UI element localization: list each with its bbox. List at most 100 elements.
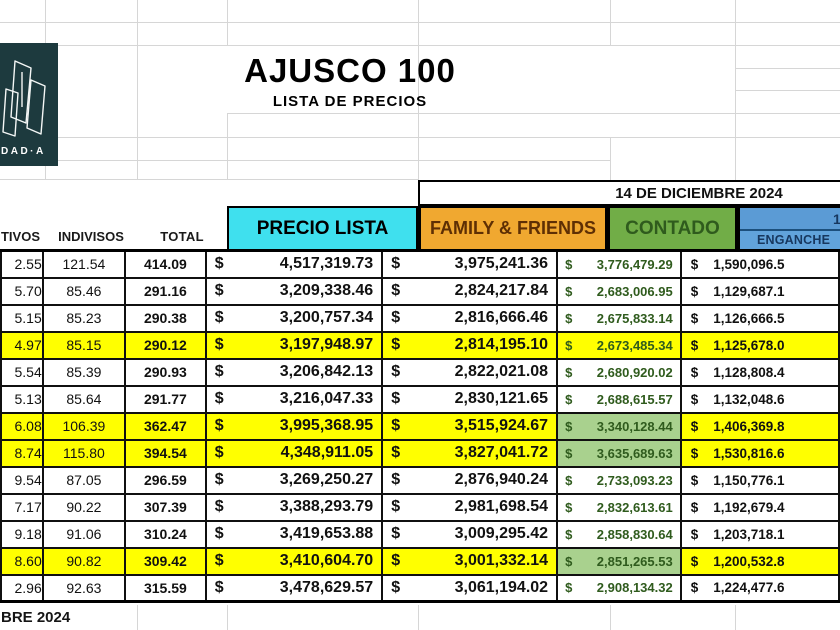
cell-enganche[interactable]: $1,590,096.5 <box>679 249 840 279</box>
cell-total[interactable]: 290.38 <box>124 303 207 333</box>
cell-family-friends[interactable]: $3,061,194.02 <box>381 573 559 603</box>
cell-indivisos[interactable]: 85.39 <box>41 357 127 387</box>
cell-family-friends[interactable]: $3,009,295.42 <box>381 519 559 549</box>
col-header-precio-lista[interactable]: PRECIO LISTA <box>227 206 418 251</box>
col-header-financing-plan[interactable]: 1 ENGANCHE <box>737 206 840 251</box>
cell-privativos[interactable]: 2.96 <box>0 573 44 603</box>
cell-enganche[interactable]: $1,224,477.6 <box>679 573 840 603</box>
cell-precio-lista[interactable]: $3,388,293.79 <box>204 492 384 522</box>
col-header-contado[interactable]: CONTADO <box>607 206 737 251</box>
cell-precio-lista[interactable]: $3,200,757.34 <box>204 303 384 333</box>
cell-total[interactable]: 362.47 <box>124 411 207 441</box>
cell-total[interactable]: 296.59 <box>124 465 207 495</box>
cell-indivisos[interactable]: 92.63 <box>41 573 127 603</box>
cell-family-friends[interactable]: $3,827,041.72 <box>381 438 559 468</box>
cell-total[interactable]: 414.09 <box>124 249 207 279</box>
cell-family-friends[interactable]: $3,975,241.36 <box>381 249 559 279</box>
cell-precio-lista[interactable]: $3,419,653.88 <box>204 519 384 549</box>
cell-family-friends[interactable]: $2,816,666.46 <box>381 303 559 333</box>
cell-total[interactable]: 315.59 <box>124 573 207 603</box>
cell-privativos[interactable]: 4.97 <box>0 330 44 360</box>
cell-indivisos[interactable]: 90.82 <box>41 546 127 576</box>
cell-family-friends[interactable]: $2,814,195.10 <box>381 330 559 360</box>
cell-precio-lista[interactable]: $3,216,047.33 <box>204 384 384 414</box>
cell-privativos[interactable]: 5.15 <box>0 303 44 333</box>
cell-enganche[interactable]: $1,200,532.8 <box>679 546 840 576</box>
cell-total[interactable]: 291.77 <box>124 384 207 414</box>
cell-privativos[interactable]: 2.55 <box>0 249 44 279</box>
cell-family-friends[interactable]: $2,822,021.08 <box>381 357 559 387</box>
cell-indivisos[interactable]: 87.05 <box>41 465 127 495</box>
cell-contado[interactable]: $3,635,689.63 <box>556 438 682 468</box>
cell-precio-lista[interactable]: $3,197,948.97 <box>204 330 384 360</box>
cell-contado[interactable]: $2,908,134.32 <box>556 573 682 603</box>
cell-privativos[interactable]: 5.13 <box>0 384 44 414</box>
cell-enganche[interactable]: $1,203,718.1 <box>679 519 840 549</box>
cell-contado[interactable]: $2,680,920.02 <box>556 357 682 387</box>
cell-enganche[interactable]: $1,132,048.6 <box>679 384 840 414</box>
cell-enganche[interactable]: $1,126,666.5 <box>679 303 840 333</box>
cell-indivisos[interactable]: 115.80 <box>41 438 127 468</box>
currency-symbol: $ <box>391 309 401 326</box>
cell-family-friends[interactable]: $2,830,121.65 <box>381 384 559 414</box>
cell-family-friends[interactable]: $2,981,698.54 <box>381 492 559 522</box>
cell-contado[interactable]: $2,675,833.14 <box>556 303 682 333</box>
cell-total[interactable]: 290.12 <box>124 330 207 360</box>
cell-precio-lista[interactable]: $3,269,250.27 <box>204 465 384 495</box>
cell-contado[interactable]: $2,851,265.53 <box>556 546 682 576</box>
col-header-family-friends[interactable]: FAMILY & FRIENDS <box>418 206 607 251</box>
cell-contado[interactable]: $2,733,093.23 <box>556 465 682 495</box>
cell-enganche[interactable]: $1,128,808.4 <box>679 357 840 387</box>
col-header-indivisos[interactable]: INDIVISOS <box>58 229 124 244</box>
cell-privativos[interactable]: 8.60 <box>0 546 44 576</box>
cell-indivisos[interactable]: 91.06 <box>41 519 127 549</box>
cell-enganche[interactable]: $1,125,678.0 <box>679 330 840 360</box>
cell-enganche[interactable]: $1,129,687.1 <box>679 276 840 306</box>
cell-indivisos[interactable]: 90.22 <box>41 492 127 522</box>
cell-family-friends[interactable]: $2,876,940.24 <box>381 465 559 495</box>
cell-total[interactable]: 309.42 <box>124 546 207 576</box>
cell-privativos[interactable]: 5.70 <box>0 276 44 306</box>
cell-contado[interactable]: $2,683,006.95 <box>556 276 682 306</box>
cell-contado[interactable]: $2,688,615.57 <box>556 384 682 414</box>
cell-precio-lista[interactable]: $4,517,319.73 <box>204 249 384 279</box>
cell-indivisos[interactable]: 121.54 <box>41 249 127 279</box>
cell-family-friends[interactable]: $3,001,332.14 <box>381 546 559 576</box>
cell-precio-lista[interactable]: $4,348,911.05 <box>204 438 384 468</box>
col-header-privativos[interactable]: TIVOS <box>0 229 40 244</box>
cell-enganche[interactable]: $1,150,776.1 <box>679 465 840 495</box>
cell-indivisos[interactable]: 85.46 <box>41 276 127 306</box>
cell-privativos[interactable]: 8.74 <box>0 438 44 468</box>
cell-contado[interactable]: $2,832,613.61 <box>556 492 682 522</box>
cell-privativos[interactable]: 5.54 <box>0 357 44 387</box>
cell-precio-lista[interactable]: $3,206,842.13 <box>204 357 384 387</box>
cell-indivisos[interactable]: 85.15 <box>41 330 127 360</box>
cell-privativos[interactable]: 9.18 <box>0 519 44 549</box>
cell-contado[interactable]: $3,340,128.44 <box>556 411 682 441</box>
cell-enganche[interactable]: $1,192,679.4 <box>679 492 840 522</box>
cell-enganche[interactable]: $1,530,816.6 <box>679 438 840 468</box>
cell-precio-lista[interactable]: $3,209,338.46 <box>204 276 384 306</box>
cell-total[interactable]: 291.16 <box>124 276 207 306</box>
cell-precio-lista[interactable]: $3,410,604.70 <box>204 546 384 576</box>
cell-precio-lista[interactable]: $3,995,368.95 <box>204 411 384 441</box>
cell-indivisos[interactable]: 85.64 <box>41 384 127 414</box>
cell-family-friends[interactable]: $3,515,924.67 <box>381 411 559 441</box>
cell-contado[interactable]: $3,776,479.29 <box>556 249 682 279</box>
cell-total[interactable]: 310.24 <box>124 519 207 549</box>
cell-total[interactable]: 394.54 <box>124 438 207 468</box>
cell-indivisos[interactable]: 106.39 <box>41 411 127 441</box>
cell-privativos[interactable]: 7.17 <box>0 492 44 522</box>
cell-total[interactable]: 290.93 <box>124 357 207 387</box>
cell-indivisos[interactable]: 85.23 <box>41 303 127 333</box>
cell-privativos[interactable]: 9.54 <box>0 465 44 495</box>
cell-family-friends[interactable]: $2,824,217.84 <box>381 276 559 306</box>
cell-contado[interactable]: $2,858,830.64 <box>556 519 682 549</box>
cell-precio-lista[interactable]: $3,478,629.57 <box>204 573 384 603</box>
cell-privativos[interactable]: 6.08 <box>0 411 44 441</box>
cell-contado[interactable]: $2,673,485.34 <box>556 330 682 360</box>
col-header-total[interactable]: TOTAL <box>160 229 204 244</box>
cell-total[interactable]: 307.39 <box>124 492 207 522</box>
cell-enganche[interactable]: $1,406,369.8 <box>679 411 840 441</box>
date-cell[interactable]: 14 DE DICIEMBRE 2024 <box>418 180 840 206</box>
